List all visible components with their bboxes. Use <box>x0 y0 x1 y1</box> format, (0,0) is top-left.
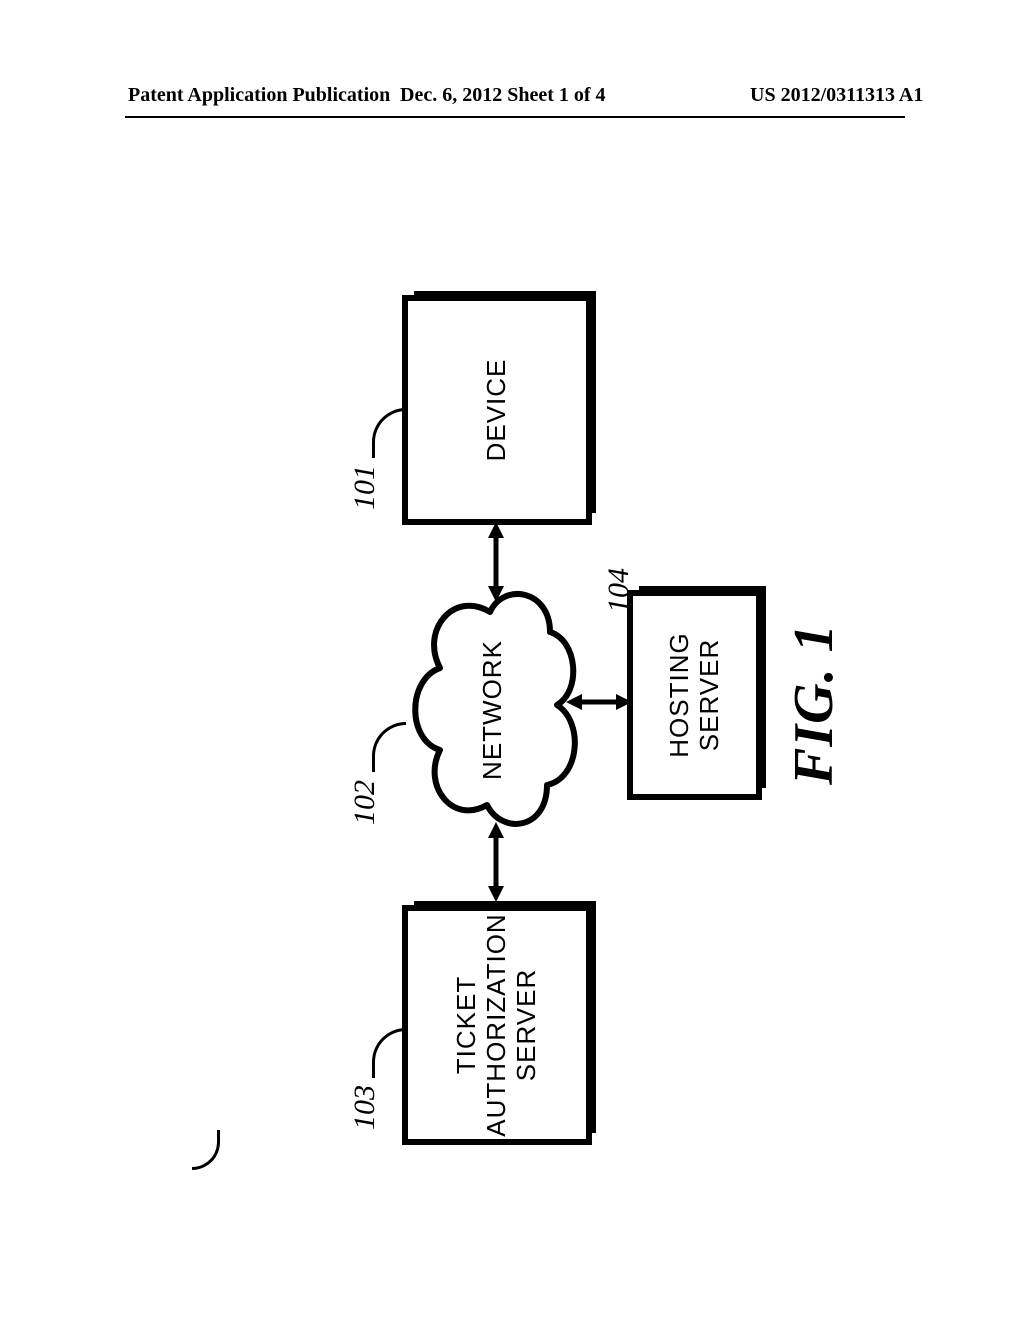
edge-network-device <box>484 522 508 602</box>
figure-title: FIG. 1 <box>782 623 846 785</box>
node-ticket-auth-server: TICKET AUTHORIZATION SERVER <box>402 905 592 1145</box>
node-device-label: DEVICE <box>408 301 586 519</box>
figure-1: 103 102 104 101 TICKET AUTHORIZATION SER… <box>192 270 832 1170</box>
header-left: Patent Application Publication <box>128 84 390 107</box>
header-rule <box>125 116 905 118</box>
ref-102: 102 <box>348 780 382 825</box>
page: Patent Application Publication Dec. 6, 2… <box>0 0 1024 1320</box>
node-hosting-label: HOSTING SERVER <box>633 596 756 794</box>
ref-101: 101 <box>348 465 382 510</box>
edge-network-hosting <box>566 690 632 714</box>
leader-103 <box>372 1028 406 1078</box>
node-network-label: NETWORK <box>392 580 592 840</box>
node-hosting-server: HOSTING SERVER <box>627 590 762 800</box>
header-middle: Dec. 6, 2012 Sheet 1 of 4 <box>400 84 606 107</box>
node-device: DEVICE <box>402 295 592 525</box>
leader-101 <box>372 408 406 458</box>
node-network-cloud: NETWORK <box>392 580 592 840</box>
edge-ticket-network <box>484 822 508 902</box>
header-right: US 2012/0311313 A1 <box>750 84 923 107</box>
diagram-canvas: 103 102 104 101 TICKET AUTHORIZATION SER… <box>192 270 832 1170</box>
leader-104 <box>192 1130 220 1170</box>
ref-103: 103 <box>348 1085 382 1130</box>
node-ticket-label: TICKET AUTHORIZATION SERVER <box>408 911 586 1139</box>
